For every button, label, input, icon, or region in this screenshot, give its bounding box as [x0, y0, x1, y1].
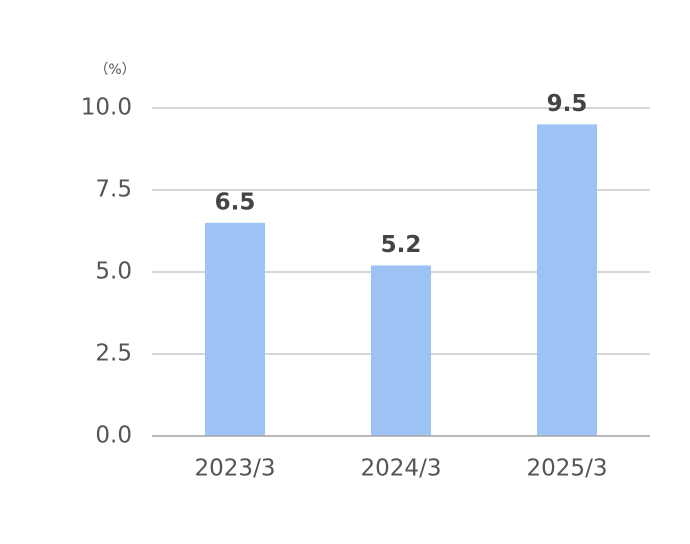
x-tick-label: 2024/3: [361, 456, 442, 482]
unit-label: （%）: [94, 62, 135, 78]
value-label: 9.5: [547, 91, 588, 117]
y-tick-label: 2.5: [95, 341, 132, 367]
value-label: 5.2: [381, 232, 422, 258]
x-tick-label: 2025/3: [527, 456, 608, 482]
bar: [371, 265, 431, 436]
y-tick-label: 0.0: [95, 423, 132, 449]
value-label: 6.5: [215, 189, 256, 215]
bar: [537, 124, 597, 437]
x-tick-label: 2023/3: [195, 456, 276, 482]
y-tick-label: 5.0: [95, 259, 132, 285]
bar: [205, 222, 265, 436]
y-tick-label: 10.0: [81, 95, 132, 121]
y-tick-label: 7.5: [95, 177, 132, 203]
